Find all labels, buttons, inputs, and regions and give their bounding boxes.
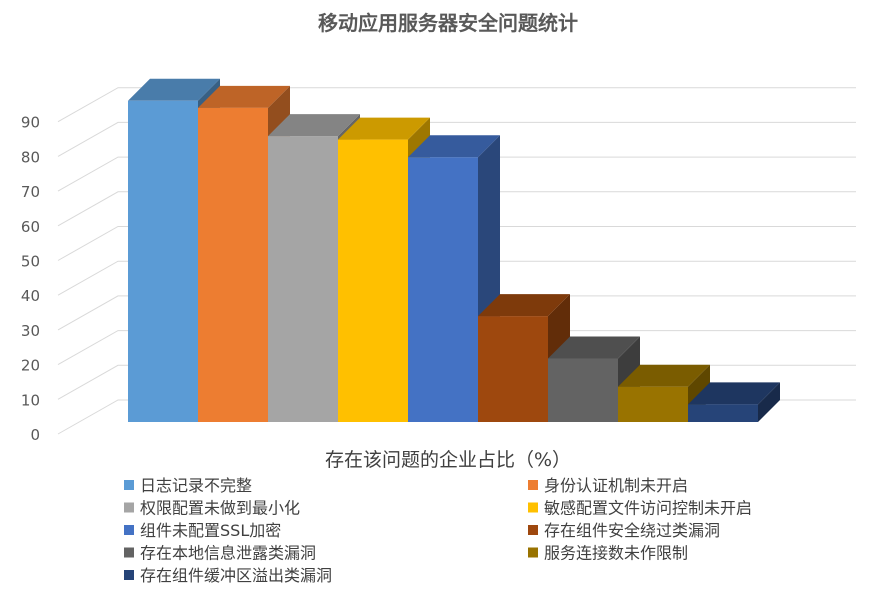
bar-top bbox=[408, 135, 500, 158]
y-tick-label: 50 bbox=[21, 253, 40, 271]
legend-swatch bbox=[528, 480, 538, 490]
legend-label: 权限配置未做到最小化 bbox=[140, 499, 300, 518]
grid bbox=[57, 87, 856, 435]
bar-front bbox=[338, 139, 408, 422]
legend-label: 存在组件安全绕过类漏洞 bbox=[544, 521, 720, 540]
bar-front bbox=[548, 358, 618, 422]
bar-side bbox=[758, 382, 780, 422]
bar-top bbox=[548, 336, 640, 359]
legend-item: 服务连接数未作限制 bbox=[528, 544, 688, 563]
legend-label: 身份认证机制未开启 bbox=[544, 476, 688, 495]
legend-swatch bbox=[528, 502, 538, 513]
chart-title: 移动应用服务器安全问题统计 bbox=[318, 11, 578, 35]
legend-swatch bbox=[124, 547, 134, 558]
bar-front bbox=[688, 404, 758, 422]
grid-line bbox=[57, 295, 856, 331]
grid-line bbox=[57, 121, 856, 157]
grid-line bbox=[57, 226, 856, 261]
legend-item: 身份认证机制未开启 bbox=[528, 476, 688, 495]
bar-front bbox=[618, 386, 688, 422]
bar-top bbox=[268, 114, 360, 137]
y-tick-label: 10 bbox=[21, 391, 40, 409]
legend-label: 存在组件缓冲区溢出类漏洞 bbox=[140, 566, 332, 585]
grid-line bbox=[57, 330, 856, 366]
bar-top bbox=[338, 117, 430, 140]
x-axis-label: 存在该问题的企业占比（%） bbox=[325, 449, 571, 471]
y-tick-label: 70 bbox=[21, 183, 40, 201]
legend-item: 敏感配置文件访问控制未开启 bbox=[528, 499, 752, 518]
bar bbox=[688, 382, 780, 422]
grid-line bbox=[57, 156, 856, 192]
grid-line bbox=[57, 260, 856, 296]
bars bbox=[128, 78, 780, 423]
bar-top bbox=[478, 294, 570, 317]
bar-front bbox=[198, 107, 268, 422]
bar-front bbox=[478, 316, 548, 422]
legend-swatch bbox=[124, 480, 134, 490]
grid-line bbox=[57, 191, 856, 227]
legend-swatch bbox=[124, 525, 134, 535]
y-tick-label: 30 bbox=[21, 322, 40, 340]
legend-swatch bbox=[124, 570, 134, 580]
bar bbox=[618, 364, 710, 422]
legend-item: 存在组件缓冲区溢出类漏洞 bbox=[124, 566, 332, 585]
legend-item: 组件未配置SSL加密 bbox=[124, 521, 281, 540]
legend-label: 存在本地信息泄露类漏洞 bbox=[140, 544, 316, 563]
bar-front bbox=[268, 136, 338, 422]
bar-top bbox=[688, 382, 780, 405]
legend-item: 权限配置未做到最小化 bbox=[124, 499, 300, 518]
legend-item: 日志记录不完整 bbox=[124, 476, 252, 495]
legend-swatch bbox=[528, 547, 538, 558]
legend-label: 服务连接数未作限制 bbox=[544, 544, 688, 563]
y-tick-label: 0 bbox=[30, 426, 40, 444]
legend-item: 存在本地信息泄露类漏洞 bbox=[124, 544, 316, 563]
bar-top bbox=[618, 364, 710, 387]
legend-swatch bbox=[124, 502, 134, 513]
grid-line bbox=[57, 87, 856, 123]
legend-label: 组件未配置SSL加密 bbox=[140, 521, 281, 540]
legend-item: 存在组件安全绕过类漏洞 bbox=[528, 521, 720, 540]
bar-top bbox=[198, 85, 290, 108]
bar bbox=[478, 294, 570, 422]
y-tick-label: 80 bbox=[21, 148, 40, 166]
bar-front bbox=[408, 157, 478, 422]
legend-label: 日志记录不完整 bbox=[140, 476, 252, 495]
y-tick-label: 20 bbox=[21, 357, 40, 375]
legend-swatch bbox=[528, 525, 538, 535]
y-axis-ticks: 0 10 20 30 40 50 60 70 80 90 bbox=[21, 114, 40, 444]
bar-front bbox=[128, 100, 198, 423]
legend-label: 敏感配置文件访问控制未开启 bbox=[544, 499, 752, 518]
bar-top bbox=[128, 78, 220, 101]
y-tick-label: 90 bbox=[21, 114, 40, 132]
y-tick-label: 60 bbox=[21, 218, 40, 236]
y-tick-label: 40 bbox=[21, 287, 40, 305]
